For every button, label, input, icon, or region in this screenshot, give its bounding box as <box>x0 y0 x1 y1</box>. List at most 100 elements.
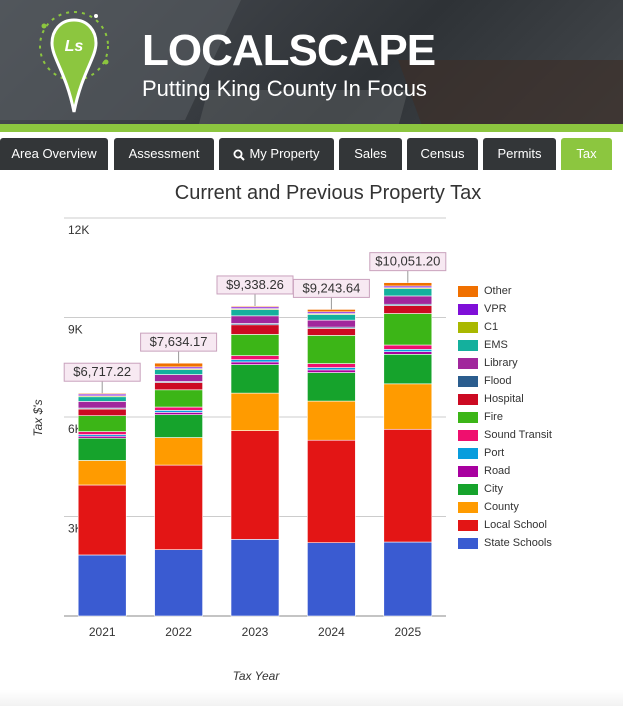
bar-segment <box>77 392 127 395</box>
data-label: $7,634.17 <box>150 334 208 349</box>
tab-label: Assessment <box>128 146 200 161</box>
legend-item[interactable]: VPR <box>458 300 552 318</box>
tab-label: Area Overview <box>11 146 97 161</box>
legend-label: Other <box>484 285 512 297</box>
legend-swatch <box>458 303 478 315</box>
tab-sales[interactable]: Sales <box>339 138 402 170</box>
bar-segment <box>383 541 433 617</box>
legend-item[interactable]: State Schools <box>458 534 552 552</box>
header-accent-bar <box>0 124 623 132</box>
legend-label: C1 <box>484 321 499 333</box>
legend-swatch <box>458 483 478 495</box>
bar-segment <box>230 305 280 308</box>
x-tick-label: 2024 <box>318 625 345 639</box>
legend-item[interactable]: EMS <box>458 336 552 354</box>
brand-subtitle: Putting King County In Focus <box>142 76 427 101</box>
bar-segment <box>383 295 433 305</box>
legend-item[interactable]: Local School <box>458 516 552 534</box>
bar-segment <box>77 460 127 486</box>
data-label-box <box>140 332 218 352</box>
bar-segment <box>307 439 356 544</box>
tab-bar: Area Overview Assessment My Property Sal… <box>0 138 623 170</box>
legend-label: Hospital <box>484 393 524 405</box>
bar-segment <box>154 389 203 408</box>
legend-item[interactable]: C1 <box>458 318 552 336</box>
bar-segment <box>230 539 280 617</box>
bar-segment <box>230 355 280 360</box>
search-icon <box>233 149 246 161</box>
bar-segment <box>307 369 356 373</box>
bar-segment <box>307 363 356 368</box>
legend-label: Fire <box>484 411 503 423</box>
y-tick-label: 9K <box>68 323 83 337</box>
legend-item[interactable]: Other <box>458 282 552 300</box>
legend-swatch <box>458 321 478 333</box>
logo-letters: Ls <box>65 38 84 55</box>
bar-segment <box>383 354 433 385</box>
bar-segment <box>383 351 433 355</box>
bar-segment <box>307 314 356 321</box>
brand-title: LOCALSCAPE <box>142 26 436 75</box>
data-label-box <box>292 278 370 298</box>
data-label-box <box>369 252 447 272</box>
legend-label: Flood <box>484 375 512 387</box>
bar-segment <box>230 392 280 431</box>
legend-swatch <box>458 375 478 387</box>
legend-item[interactable]: Sound Transit <box>458 426 552 444</box>
bar-segment <box>383 288 433 297</box>
bar-segment <box>154 414 203 438</box>
legend-item[interactable]: City <box>458 480 552 498</box>
legend-item[interactable]: Road <box>458 462 552 480</box>
legend-item[interactable]: Library <box>458 354 552 372</box>
data-label: $9,338.26 <box>226 277 284 292</box>
bar-segment <box>307 328 356 336</box>
legend-item[interactable]: Port <box>458 444 552 462</box>
legend-swatch <box>458 447 478 459</box>
tab-permits[interactable]: Permits <box>483 138 556 170</box>
legend-swatch <box>458 537 478 549</box>
tab-census[interactable]: Census <box>407 138 478 170</box>
tab-area-overview[interactable]: Area Overview <box>0 138 108 170</box>
bar-segment <box>230 430 280 540</box>
bar-segment <box>230 315 280 324</box>
bar-segment <box>77 437 127 461</box>
data-label-box <box>63 362 141 382</box>
bar-segment <box>77 431 127 435</box>
legend-item[interactable]: Hospital <box>458 390 552 408</box>
tab-label: Permits <box>497 146 542 161</box>
location-pin-logo-icon: Ls <box>39 11 109 113</box>
bar-segment <box>307 335 356 364</box>
x-tick-label: 2025 <box>394 625 421 639</box>
tab-assessment[interactable]: Assessment <box>114 138 214 170</box>
legend-item[interactable]: Fire <box>458 408 552 426</box>
tab-my-property[interactable]: My Property <box>219 138 334 170</box>
bar-segment <box>230 324 280 335</box>
tax-chart-panel: Current and Previous Property Tax 3K 6K 9K… <box>0 172 623 706</box>
bar-segment <box>154 406 203 411</box>
y-tick-label: 12K <box>68 223 89 237</box>
legend-label: Library <box>484 357 518 369</box>
bar-segment <box>154 464 203 550</box>
bar-segment <box>383 383 433 430</box>
bar-segment <box>307 309 356 313</box>
bar-segment <box>307 367 356 371</box>
legend-item[interactable]: County <box>458 498 552 516</box>
bar-segment <box>383 349 433 352</box>
bar-segment <box>154 362 203 368</box>
bar-segment <box>383 428 433 543</box>
legend-item[interactable]: Flood <box>458 372 552 390</box>
bar-segment <box>154 437 203 466</box>
legend-swatch <box>458 411 478 423</box>
bar-segment <box>77 401 127 409</box>
legend-swatch <box>458 501 478 513</box>
legend-swatch <box>458 429 478 441</box>
bar-segment <box>383 313 433 346</box>
tab-tax[interactable]: Tax <box>561 138 612 170</box>
bar-segment <box>230 334 280 356</box>
bar-segment <box>77 408 127 416</box>
legend-swatch <box>458 285 478 297</box>
tab-label: My Property <box>249 146 320 161</box>
legend-label: City <box>484 483 503 495</box>
bar-segment <box>383 344 433 350</box>
